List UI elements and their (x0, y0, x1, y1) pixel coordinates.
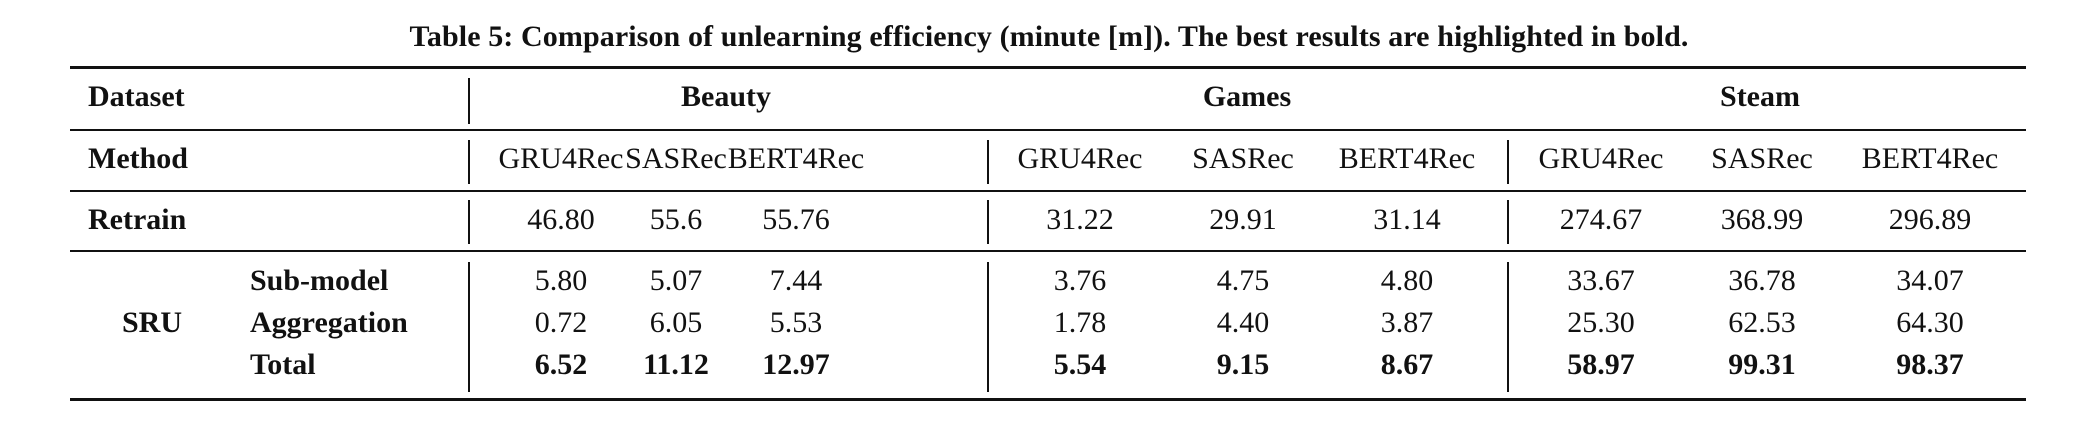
retrain-value: 274.67 (1559, 203, 1643, 236)
retrain-value: 31.14 (1373, 203, 1441, 236)
retrain-rule (70, 250, 2026, 252)
dataset-name: Beauty (681, 80, 771, 113)
dataset-name: Steam (1720, 80, 1800, 113)
sru-value: 5.54 (1053, 348, 1107, 381)
sru-value: 1.78 (1053, 306, 1107, 339)
method-name: GRU4Rec (1017, 142, 1143, 175)
sru-value: 58.97 (1567, 348, 1635, 381)
sru-row-label: Aggregation (250, 306, 408, 339)
retrain-value: 46.80 (527, 203, 595, 236)
sru-separator (1507, 262, 1509, 392)
sru-row-label: Sub-model (250, 264, 389, 297)
sru-value: 9.15 (1216, 348, 1270, 381)
sru-value: 4.80 (1380, 264, 1434, 297)
method-name: SASRec (1711, 142, 1813, 175)
retrain-separator (468, 200, 470, 244)
sru-value: 34.07 (1896, 264, 1964, 297)
top-rule (70, 66, 2026, 69)
retrain-value: 31.22 (1046, 203, 1114, 236)
retrain-separator (1507, 200, 1509, 244)
sru-value: 3.76 (1053, 264, 1107, 297)
sru-value: 25.30 (1567, 306, 1635, 339)
method-separator (1507, 140, 1509, 184)
sru-value: 62.53 (1728, 306, 1796, 339)
table-caption: Table 5: Comparison of unlearning effici… (409, 20, 1689, 53)
retrain-value: 29.91 (1209, 203, 1277, 236)
method-separator (468, 140, 470, 184)
sru-value: 12.97 (762, 348, 830, 381)
sru-value: 4.40 (1216, 306, 1270, 339)
sru-value: 6.05 (649, 306, 703, 339)
dataset-name: Games (1202, 80, 1292, 113)
method-name: BERT4Rec (1861, 142, 1999, 175)
sru-value: 5.80 (534, 264, 588, 297)
sru-separator (468, 262, 470, 392)
method-rule (70, 190, 2026, 192)
sru-value: 6.52 (534, 348, 588, 381)
method-name: GRU4Rec (1538, 142, 1664, 175)
retrain-value: 55.6 (649, 203, 703, 236)
method-label: Method (88, 142, 188, 175)
method-name: SASRec (625, 142, 727, 175)
sru-value: 3.87 (1380, 306, 1434, 339)
sru-value: 11.12 (643, 348, 709, 381)
sru-value: 5.07 (649, 264, 703, 297)
sru-value: 98.37 (1896, 348, 1964, 381)
method-name: BERT4Rec (1338, 142, 1476, 175)
sru-value: 4.75 (1216, 264, 1270, 297)
header-rule (70, 129, 2026, 131)
sru-value: 99.31 (1728, 348, 1796, 381)
sru-value: 64.30 (1896, 306, 1964, 339)
sru-row-label: Total (250, 348, 316, 381)
retrain-value: 55.76 (762, 203, 830, 236)
method-separator (987, 140, 989, 184)
sru-label: SRU (122, 306, 183, 339)
retrain-value: 296.89 (1888, 203, 1972, 236)
sru-value: 7.44 (769, 264, 823, 297)
sru-value: 33.67 (1567, 264, 1635, 297)
dataset-label: Dataset (88, 80, 185, 113)
retrain-separator (987, 200, 989, 244)
method-name: BERT4Rec (727, 142, 865, 175)
sru-value: 0.72 (534, 306, 588, 339)
sru-value: 36.78 (1728, 264, 1796, 297)
sru-separator (987, 262, 989, 392)
method-name: SASRec (1192, 142, 1294, 175)
bottom-rule (70, 398, 2026, 401)
retrain-value: 368.99 (1720, 203, 1804, 236)
sru-value: 5.53 (769, 306, 823, 339)
method-name: GRU4Rec (498, 142, 624, 175)
dataset-separator (468, 78, 470, 124)
retrain-label: Retrain (88, 203, 187, 236)
sru-value: 8.67 (1380, 348, 1434, 381)
